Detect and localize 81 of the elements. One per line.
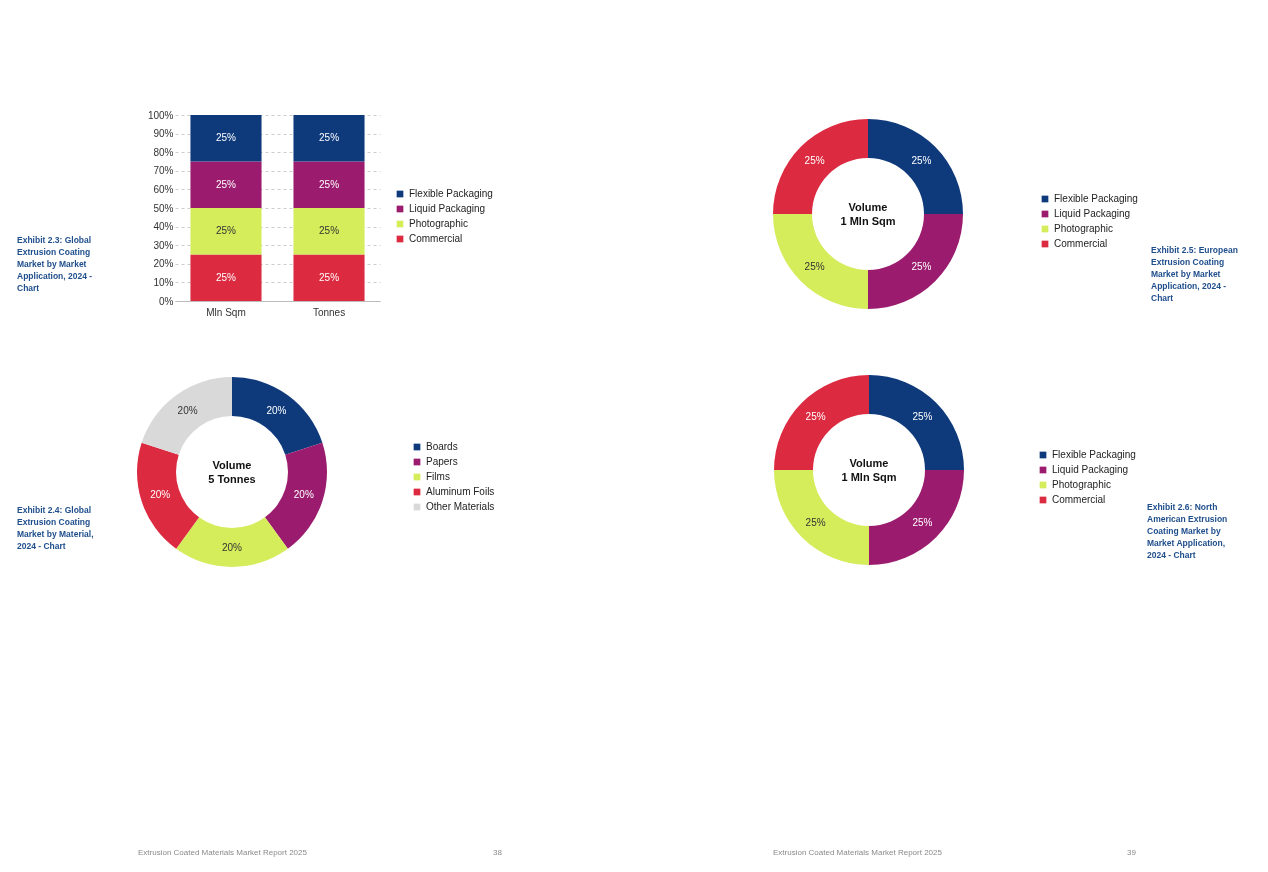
text: 1 Mln Sqm xyxy=(840,215,896,227)
legend-label: Liquid Packaging xyxy=(1054,208,1131,219)
legend-label: Commercial xyxy=(1052,494,1106,505)
data-label: 25% xyxy=(215,132,237,144)
legend-label: Films xyxy=(426,471,450,482)
data-label: 25% xyxy=(805,517,826,529)
data-label: 25% xyxy=(911,154,932,166)
donut-slice xyxy=(264,442,327,549)
legend-label: Liquid Packaging xyxy=(409,203,486,214)
text: Volume xyxy=(212,459,252,471)
y-tick-label: 30% xyxy=(153,239,174,251)
y-tick-label: 50% xyxy=(153,202,174,214)
y-tick-label: 100% xyxy=(147,109,174,121)
data-label: 25% xyxy=(215,225,237,237)
text: 39 xyxy=(1127,848,1136,857)
data-label: 20% xyxy=(177,404,198,416)
donut-slice xyxy=(232,377,323,455)
text: Extrusion Coated Materials Market Report 2025 xyxy=(773,848,942,857)
bar xyxy=(293,115,365,162)
legend-label: Flexible Packaging xyxy=(1052,449,1136,460)
text: Extrusion Coated Materials Market Report 2025 xyxy=(138,848,307,857)
data-label: 20% xyxy=(293,489,314,501)
legend-label: Photographic xyxy=(1052,479,1111,490)
text: 5 Tonnes xyxy=(208,473,256,485)
bar xyxy=(293,161,365,208)
legend-label: Flexible Packaging xyxy=(409,188,493,199)
text: Exhibit 2.5: European Extrusion Coating Market by Market Application, 2024 - Chart xyxy=(1151,244,1239,304)
donut-slice xyxy=(774,470,869,565)
legend-label: Papers xyxy=(426,456,458,467)
donut-slice xyxy=(176,517,288,567)
y-tick-label: 0% xyxy=(159,295,174,307)
x-tick-label: Mln Sqm xyxy=(206,306,246,318)
data-label: 25% xyxy=(215,271,237,283)
y-tick-label: 80% xyxy=(153,146,174,158)
legend-label: Liquid Packaging xyxy=(1052,464,1129,475)
legend-label: Aluminum Foils xyxy=(426,486,495,497)
text: Exhibit 2.6: North American Extrusion Coating Market by Market Application, 2024 - Chart xyxy=(1147,501,1229,561)
text: Volume xyxy=(848,201,888,213)
y-tick-label: 60% xyxy=(153,183,174,195)
data-label: 20% xyxy=(221,541,243,553)
x-tick-label: Tonnes xyxy=(312,306,346,318)
legend-label: Photographic xyxy=(409,218,468,229)
data-label: 25% xyxy=(319,225,340,237)
bar xyxy=(190,161,262,208)
y-tick-label: 70% xyxy=(153,165,174,177)
y-tick-label: 10% xyxy=(153,276,174,288)
legend-label: Flexible Packaging xyxy=(1054,193,1138,204)
text: Volume xyxy=(849,457,889,469)
legend-label: Other Materials xyxy=(426,501,495,512)
bar xyxy=(293,254,365,301)
y-tick-label: 90% xyxy=(153,128,174,140)
data-label: 25% xyxy=(215,178,237,190)
data-label: 25% xyxy=(319,132,340,144)
y-tick-label: 20% xyxy=(153,258,174,270)
legend-label: Commercial xyxy=(409,233,463,244)
donut-slice xyxy=(868,214,963,309)
donut-slice xyxy=(137,442,200,549)
bar xyxy=(293,208,365,255)
data-label: 25% xyxy=(805,410,826,422)
donut-slice xyxy=(141,377,232,455)
data-label: 25% xyxy=(911,261,932,273)
legend-label: Boards xyxy=(426,441,458,452)
y-tick-label: 40% xyxy=(153,221,174,233)
donut-slice xyxy=(869,470,964,565)
data-label: 25% xyxy=(912,517,933,529)
bar xyxy=(190,115,262,162)
data-label: 25% xyxy=(912,410,933,422)
data-label: 25% xyxy=(319,271,340,283)
bar xyxy=(190,208,262,255)
text: 1 Mln Sqm xyxy=(841,471,897,483)
text: Exhibit 2.3: Global Extrusion Coating Market by Market Application, 2024 - Chart xyxy=(17,234,94,294)
data-label: 25% xyxy=(319,178,340,190)
donut-slice xyxy=(773,214,868,309)
data-label: 25% xyxy=(804,154,825,166)
legend-label: Photographic xyxy=(1054,223,1113,234)
bar xyxy=(190,254,262,301)
data-label: 20% xyxy=(266,404,287,416)
text: 38 xyxy=(493,848,502,857)
legend-label: Commercial xyxy=(1054,238,1108,249)
data-label: 25% xyxy=(804,261,825,273)
text: Exhibit 2.4: Global Extrusion Coating Market by Material, 2024 - Chart xyxy=(17,504,95,552)
